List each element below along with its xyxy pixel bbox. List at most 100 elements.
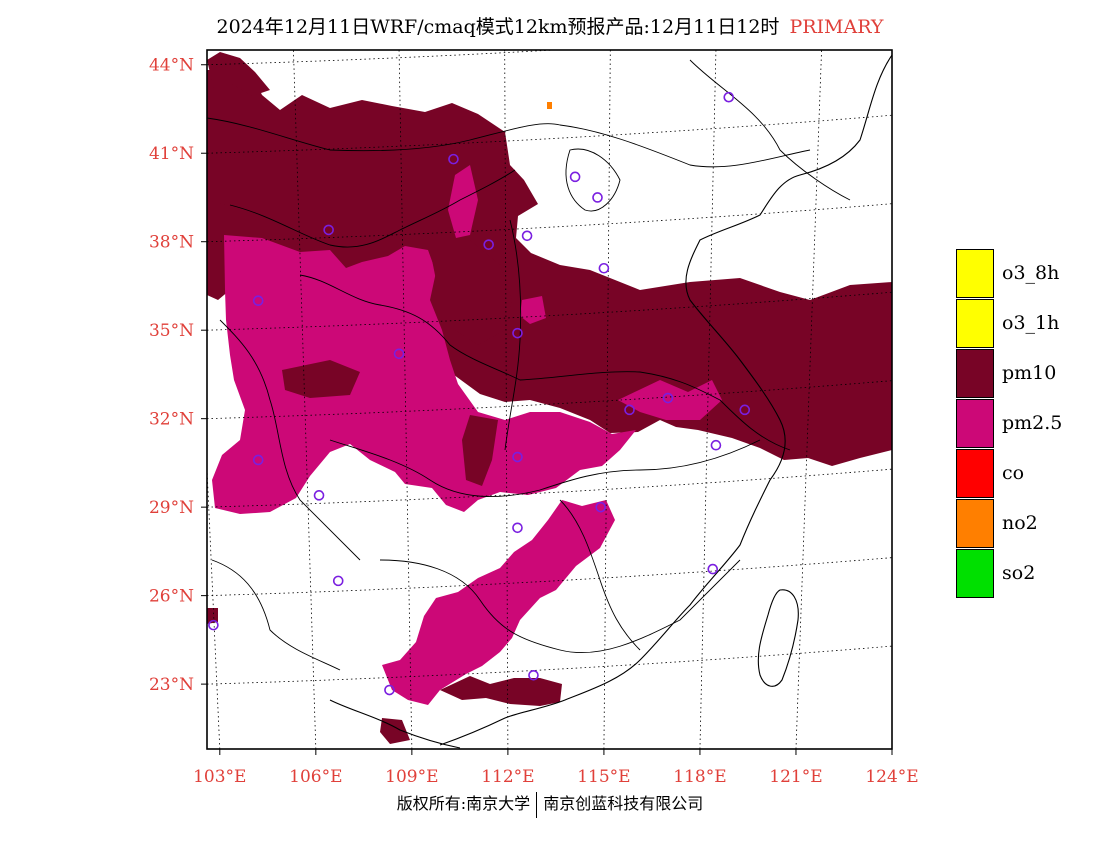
map-title: 2024年12月11日WRF/cmaq模式12km预报产品:12月11日12时 P… [0, 12, 1100, 39]
lon-tick-label-2: 109°E [385, 767, 438, 787]
city-marker-12 [662, 392, 674, 404]
footer-separator [536, 791, 538, 818]
border-beijing [565, 148, 621, 212]
border-yangtze [329, 439, 761, 497]
legend-item-5: no2 [956, 499, 1096, 549]
city-marker-22 [208, 619, 219, 631]
pm25-west-central [212, 235, 636, 514]
lon-tick-label-0: 103°E [193, 767, 246, 787]
parallel-line-5 [207, 468, 892, 508]
legend-label-4: co [1002, 462, 1025, 484]
city-marker-1 [448, 153, 459, 165]
lon-tick-label-3: 112°E [481, 767, 534, 787]
parallel-line-0 [207, 50, 562, 66]
primary-tag: PRIMARY [789, 16, 884, 38]
pm10-south-tip [380, 718, 410, 744]
lat-tick-label-1: 41°N [149, 144, 194, 164]
city-markers [208, 91, 751, 696]
city-marker-16 [252, 454, 264, 466]
legend-item-4: co [956, 449, 1096, 499]
pm25-north-patch [448, 165, 478, 238]
meridian-line-7 [891, 741, 892, 749]
legend-item-3: pm2.5 [956, 399, 1096, 449]
legend-swatch-2 [956, 349, 994, 398]
border-center [504, 219, 522, 451]
city-marker-11 [624, 404, 635, 416]
parallel-line-7 [207, 645, 892, 685]
city-marker-24 [384, 684, 395, 696]
legend-item-0: o3_8h [956, 249, 1096, 299]
parallel-line-1 [207, 114, 892, 154]
map-frame [206, 49, 893, 750]
city-marker-4 [323, 224, 334, 236]
copyright-footer: 版权所有:南京大学 南京创蓝科技有限公司 [0, 790, 1100, 818]
parallel-line-6 [207, 557, 892, 597]
lat-tick-label-0: 44°N [149, 56, 194, 76]
city-marker-6 [521, 230, 533, 242]
legend-item-1: o3_1h [956, 299, 1096, 349]
copyright-left: 版权所有:南京大学 [396, 794, 531, 813]
parallel-line-3 [207, 291, 892, 331]
city-marker-10 [393, 348, 405, 360]
city-marker-3 [592, 192, 603, 203]
border-northeast [689, 59, 851, 201]
city-marker-13 [739, 404, 751, 416]
lat-tick-label-4: 32°N [149, 410, 194, 430]
city-marker-5 [483, 239, 494, 250]
pm10-west-strip [207, 200, 232, 278]
pollutant-legend: o3_8h o3_1h pm10 pm2.5 co no2 so2 [956, 249, 1096, 599]
border-north-2 [229, 169, 516, 248]
province-borders [207, 54, 892, 749]
pm10-sichuan-patch [282, 360, 360, 398]
lon-tick-label-6: 121°E [769, 767, 822, 787]
lat-tick-label-5: 29°N [149, 498, 194, 518]
city-marker-23 [528, 669, 539, 681]
legend-swatch-5 [956, 499, 994, 548]
axis-ticks: 103°E 106°E 109°E 112°E 115°E 118°E 121°E 124°E… [149, 56, 919, 787]
lat-tick-label-7: 23°N [149, 675, 194, 695]
legend-label-1: o3_1h [1002, 312, 1060, 334]
city-marker-20 [332, 575, 344, 587]
legend-swatch-3 [956, 399, 994, 448]
city-marker-21 [707, 563, 719, 575]
border-yunnan [211, 559, 341, 671]
pm25-east-patch [618, 380, 722, 420]
title-text: 2024年12月11日WRF/cmaq模式12km预报产品:12月11日12时 [216, 16, 780, 38]
no2-patch [547, 102, 552, 109]
lon-tick-label-5: 118°E [673, 767, 726, 787]
coastline-east [439, 54, 892, 746]
legend-swatch-0 [956, 249, 994, 298]
city-marker-0 [723, 91, 735, 103]
lon-tick-label-1: 106°E [289, 767, 342, 787]
pm10-southwest-tip [207, 608, 218, 624]
copyright-right: 南京创蓝科技有限公司 [543, 794, 704, 813]
pm10-northwest-patch [207, 52, 270, 96]
city-marker-2 [569, 171, 581, 183]
city-marker-18 [595, 501, 607, 513]
border-yellow-river [299, 274, 791, 451]
city-marker-15 [512, 451, 523, 463]
pollutant-fields [207, 52, 892, 744]
legend-label-3: pm2.5 [1002, 412, 1063, 434]
legend-item-6: so2 [956, 549, 1096, 599]
border-south [379, 559, 741, 654]
city-marker-9 [512, 327, 523, 339]
border-west [219, 319, 361, 561]
legend-item-2: pm10 [956, 349, 1096, 399]
parallel-line-2 [207, 203, 892, 243]
legend-swatch-4 [956, 449, 994, 498]
parallel-line-4 [207, 380, 892, 420]
pm10-north-band [207, 70, 892, 466]
city-marker-7 [598, 262, 610, 274]
pm10-guangdong-band [440, 676, 562, 706]
lat-tick-label-3: 35°N [149, 321, 194, 341]
lat-tick-label-6: 26°N [149, 587, 194, 607]
taiwan-outline [757, 589, 799, 687]
legend-label-5: no2 [1002, 512, 1038, 534]
legend-swatch-6 [956, 549, 994, 598]
lat-tick-label-2: 38°N [149, 233, 194, 253]
city-marker-17 [313, 490, 325, 501]
lon-tick-label-4: 115°E [577, 767, 630, 787]
legend-label-2: pm10 [1002, 362, 1057, 384]
